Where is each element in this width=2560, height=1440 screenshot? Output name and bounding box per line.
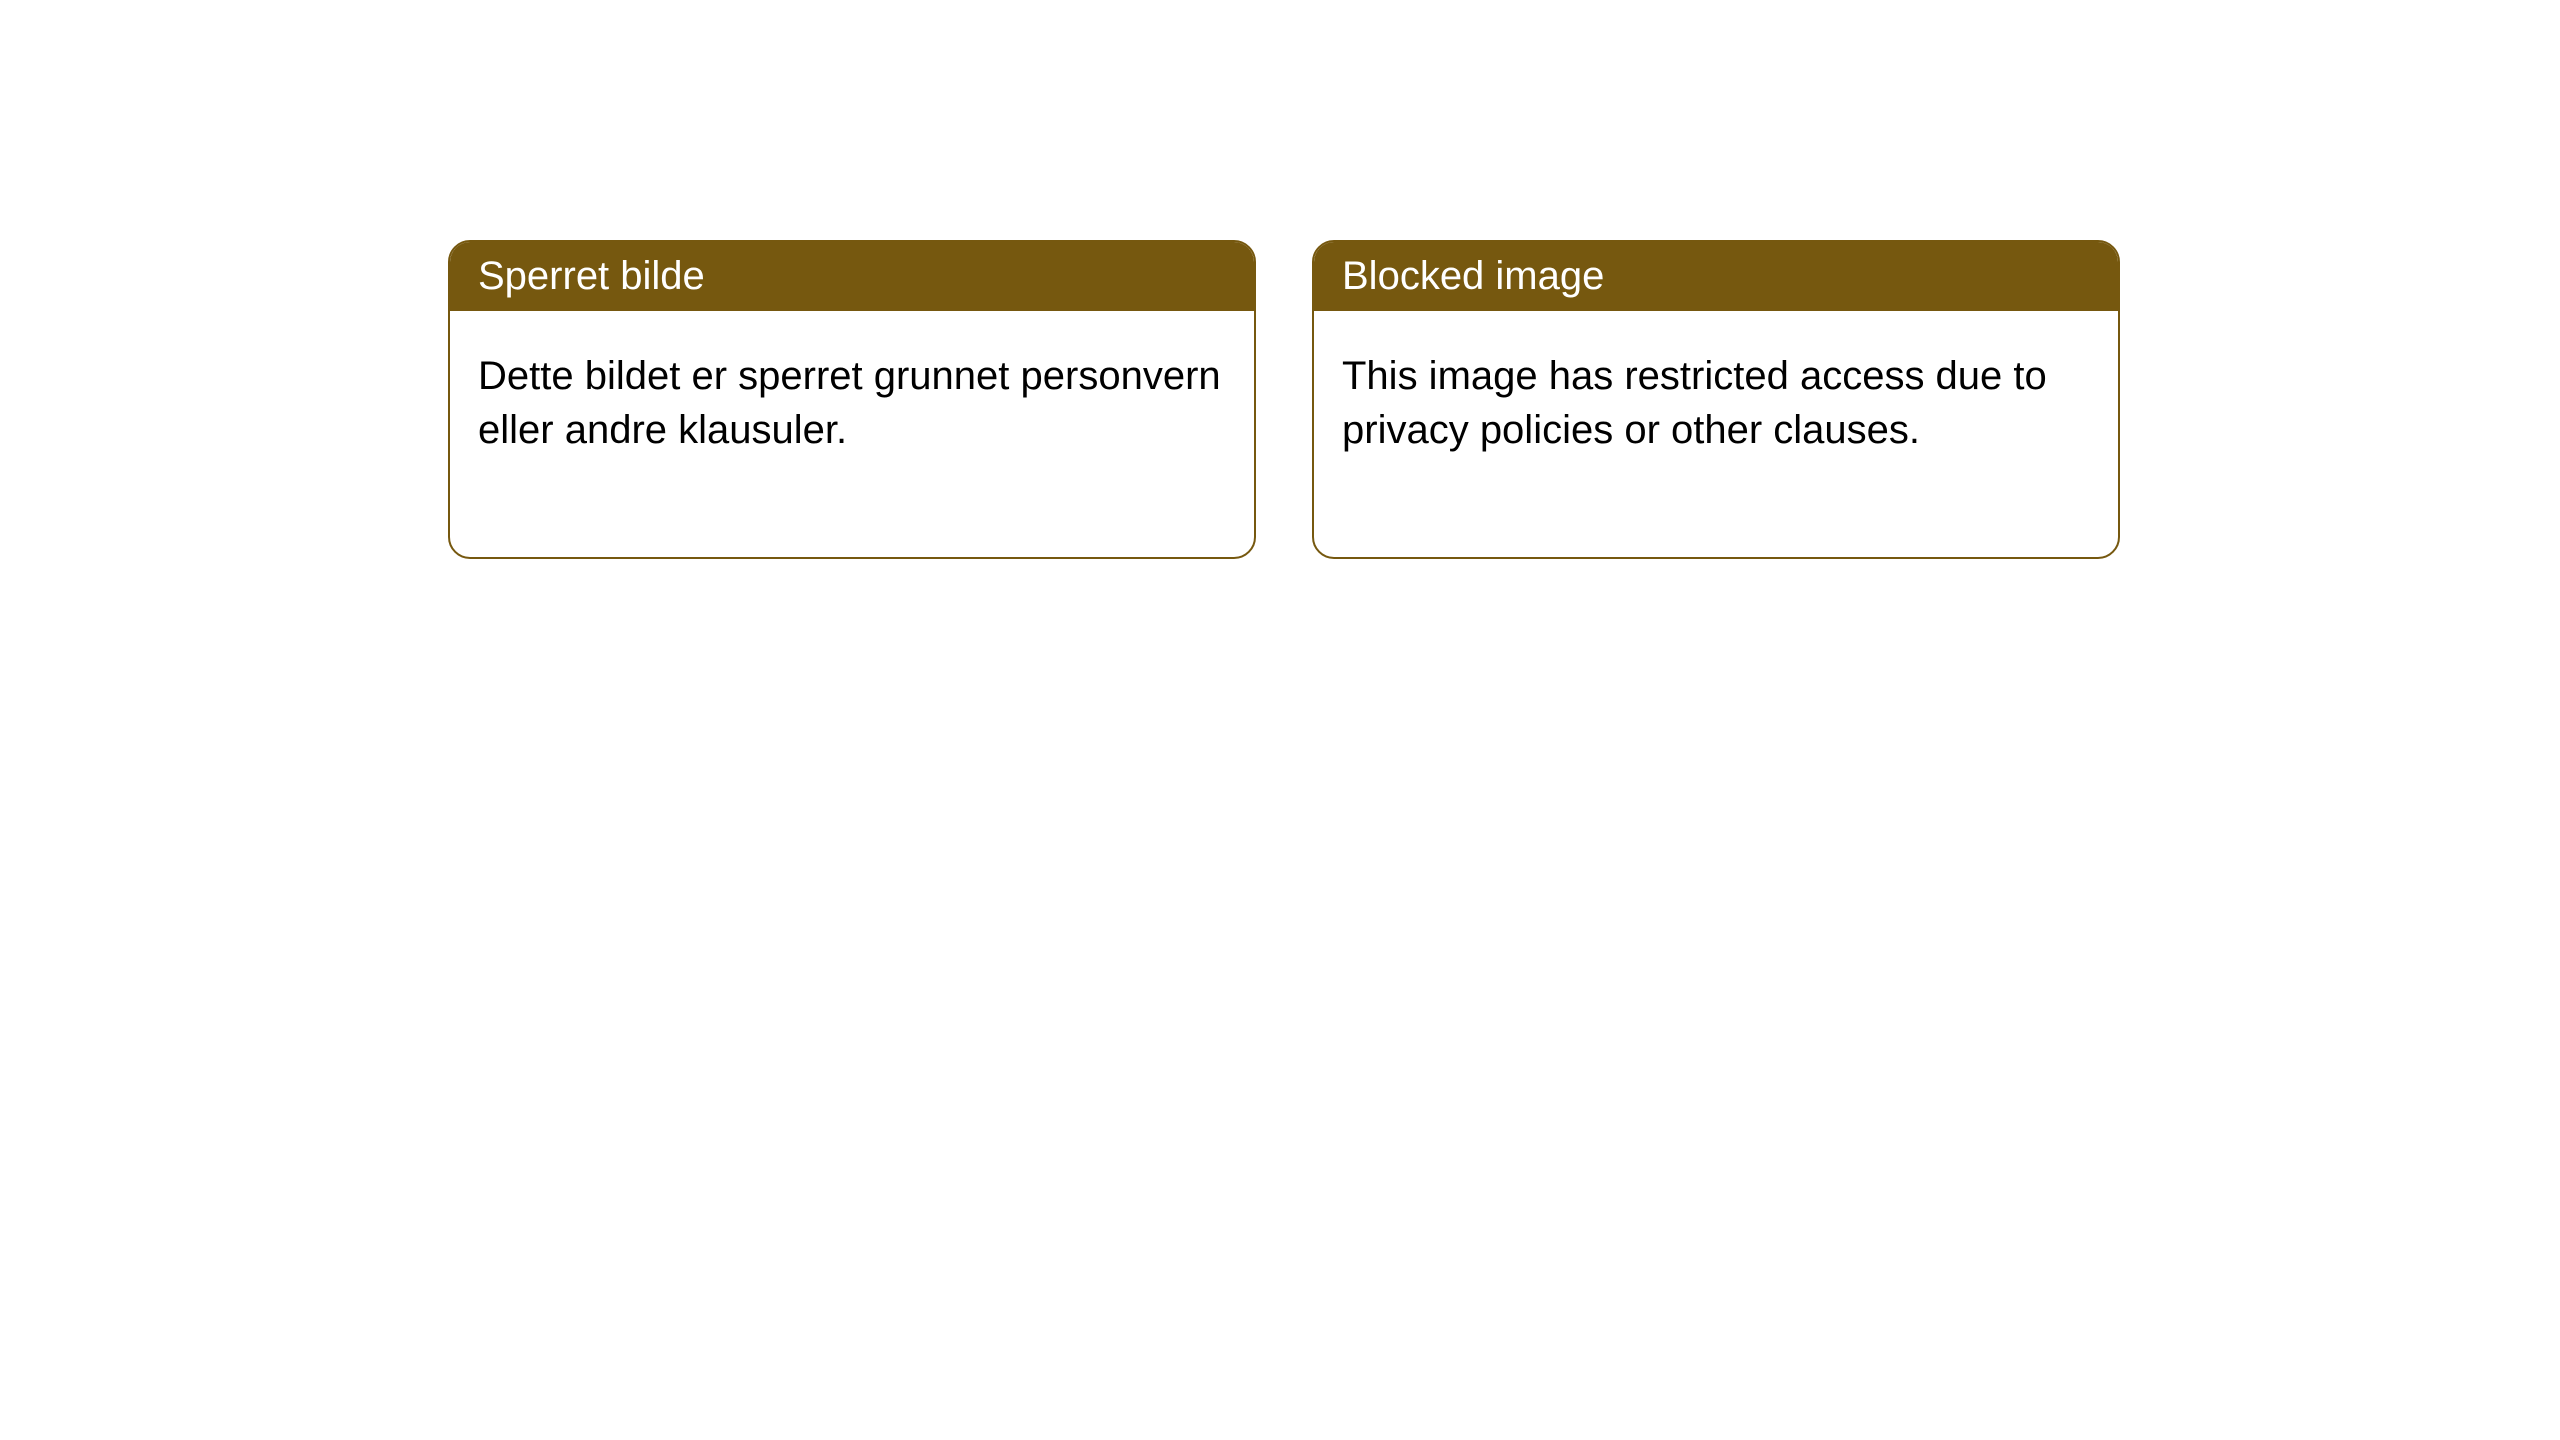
notice-container: Sperret bilde Dette bildet er sperret gr…: [0, 0, 2560, 559]
card-header: Blocked image: [1314, 242, 2118, 311]
card-title: Blocked image: [1342, 254, 1604, 298]
card-title: Sperret bilde: [478, 254, 705, 298]
card-body: Dette bildet er sperret grunnet personve…: [450, 311, 1254, 557]
blocked-image-card-en: Blocked image This image has restricted …: [1312, 240, 2120, 559]
card-body: This image has restricted access due to …: [1314, 311, 2118, 557]
card-body-text: This image has restricted access due to …: [1342, 354, 2047, 452]
blocked-image-card-no: Sperret bilde Dette bildet er sperret gr…: [448, 240, 1256, 559]
card-body-text: Dette bildet er sperret grunnet personve…: [478, 354, 1221, 452]
card-header: Sperret bilde: [450, 242, 1254, 311]
